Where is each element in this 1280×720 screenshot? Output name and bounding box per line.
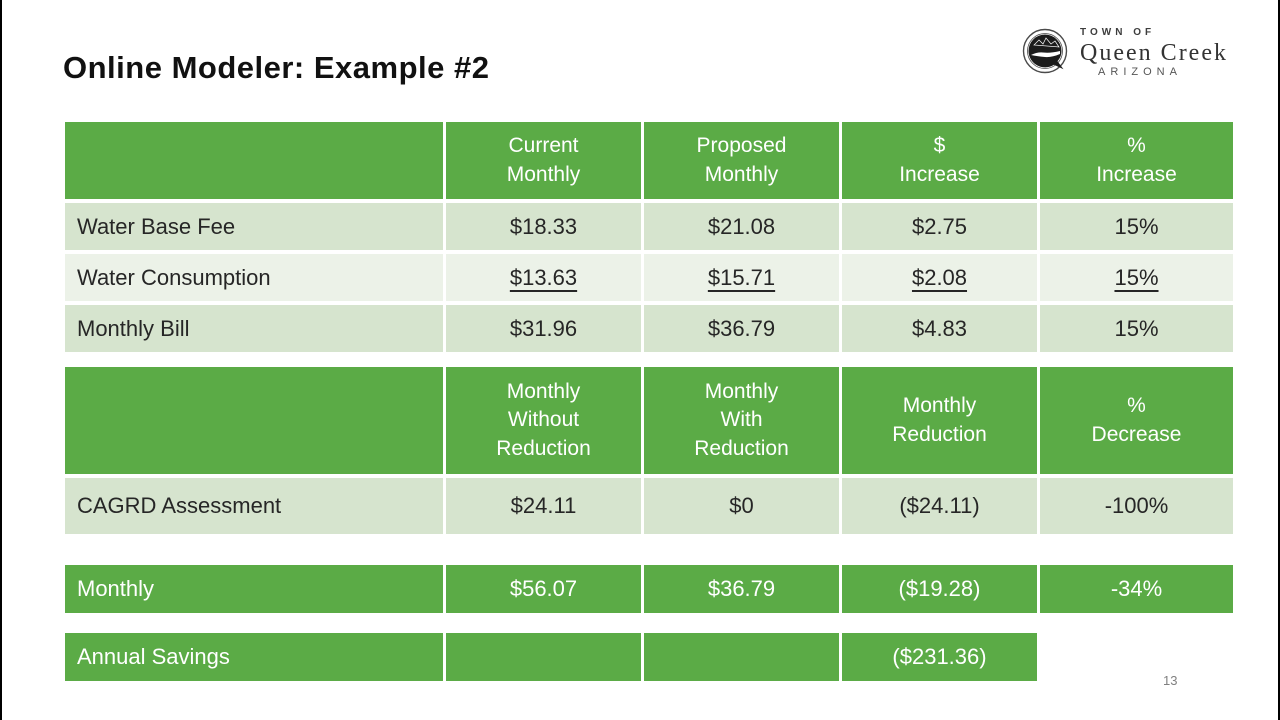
cell-value: 15%	[1040, 203, 1233, 250]
cell-value: $2.08	[842, 254, 1037, 301]
logo-queen-creek: Queen Creek	[1080, 40, 1228, 66]
rate-comparison-table: Current Monthly Proposed Monthly $ Incre…	[65, 122, 1233, 352]
cagrd-table: Monthly Without Reduction Monthly With R…	[65, 367, 1233, 534]
page-title: Online Modeler: Example #2	[63, 50, 490, 85]
cell-value	[644, 633, 839, 681]
cell-value	[446, 633, 641, 681]
header-cell-dollar-increase: $ Increase	[842, 122, 1037, 199]
cell-value: $36.79	[644, 305, 839, 352]
annual-savings-row: Annual Savings ($231.36)	[65, 633, 1037, 681]
monthly-summary-row: Monthly $56.07 $36.79 ($19.28) -34%	[65, 565, 1233, 613]
right-letterbox-bar	[1278, 0, 1280, 720]
cell-value: 15%	[1040, 305, 1233, 352]
summary-label-annual-savings: Annual Savings	[65, 633, 443, 681]
row-label-cagrd-assessment: CAGRD Assessment	[65, 478, 443, 534]
cell-value: 15%	[1040, 254, 1233, 301]
cell-value: $15.71	[644, 254, 839, 301]
row-label-monthly-bill: Monthly Bill	[65, 305, 443, 352]
cell-value: ($24.11)	[842, 478, 1037, 534]
header-cell-monthly-without-reduction: Monthly Without Reduction	[446, 367, 641, 474]
queen-creek-logo: TOWN OF Queen Creek ARIZONA	[1022, 28, 1228, 78]
page-number: 13	[1163, 673, 1178, 688]
row-label-water-base-fee: Water Base Fee	[65, 203, 443, 250]
logo-town-of: TOWN OF	[1080, 27, 1156, 38]
summary-label-monthly: Monthly	[65, 565, 443, 613]
cell-value: $13.63	[446, 254, 641, 301]
cell-value: $56.07	[446, 565, 641, 613]
cell-value: $18.33	[446, 203, 641, 250]
header-cell-current-monthly: Current Monthly	[446, 122, 641, 199]
cell-value: ($231.36)	[842, 633, 1037, 681]
header-cell-proposed-monthly: Proposed Monthly	[644, 122, 839, 199]
cell-value: $24.11	[446, 478, 641, 534]
cell-value: $36.79	[644, 565, 839, 613]
header-cell-monthly-with-reduction: Monthly With Reduction	[644, 367, 839, 474]
logo-arizona: ARIZONA	[1098, 66, 1182, 78]
cell-value: $4.83	[842, 305, 1037, 352]
cell-value: -34%	[1040, 565, 1233, 613]
cell-value: $31.96	[446, 305, 641, 352]
header-cell-blank	[65, 367, 443, 474]
queen-creek-seal-icon	[1022, 28, 1070, 78]
cell-value: $0	[644, 478, 839, 534]
cell-value: $21.08	[644, 203, 839, 250]
cell-value: ($19.28)	[842, 565, 1037, 613]
cell-value: -100%	[1040, 478, 1233, 534]
header-cell-percent-decrease: % Decrease	[1040, 367, 1233, 474]
header-cell-blank	[65, 122, 443, 199]
left-letterbox-bar	[0, 0, 2, 720]
header-cell-percent-increase: % Increase	[1040, 122, 1233, 199]
logo-text: TOWN OF Queen Creek ARIZONA	[1080, 28, 1228, 78]
header-cell-monthly-reduction: Monthly Reduction	[842, 367, 1037, 474]
row-label-water-consumption: Water Consumption	[65, 254, 443, 301]
cell-value: $2.75	[842, 203, 1037, 250]
